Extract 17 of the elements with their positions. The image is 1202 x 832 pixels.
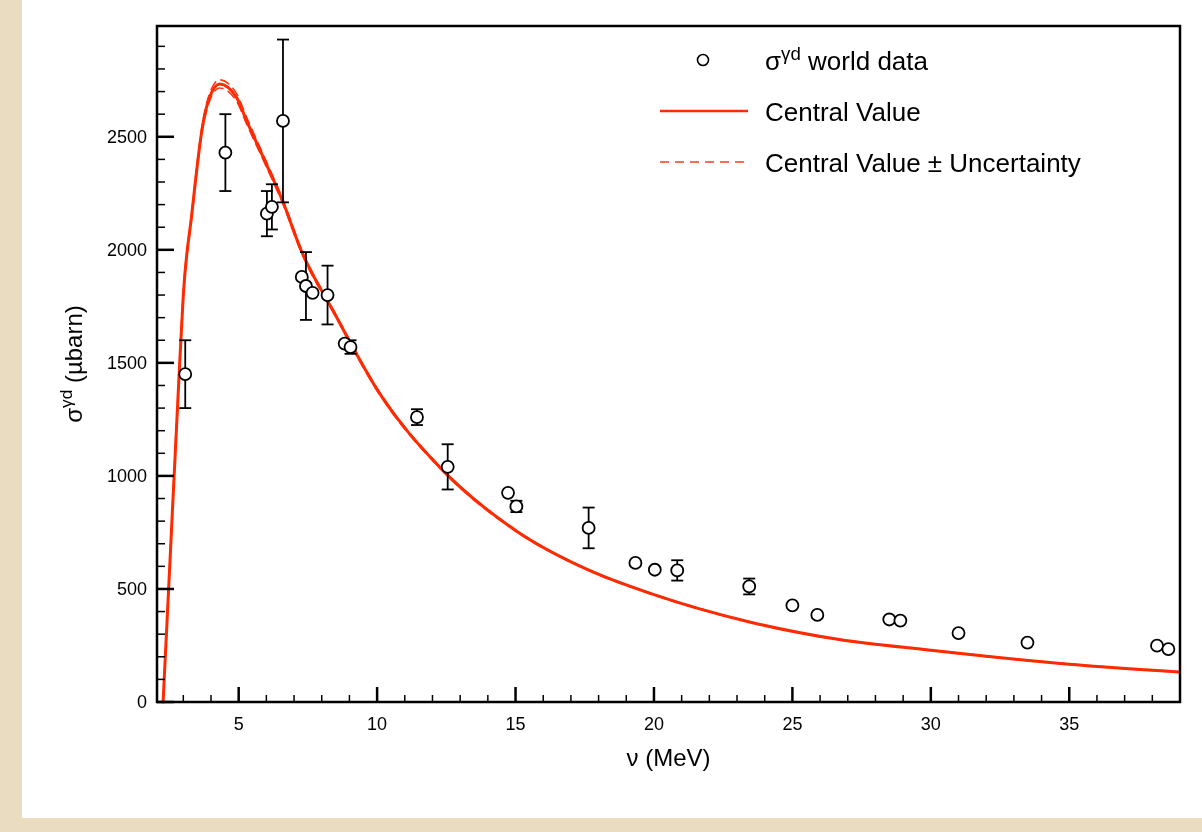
x-tick-label: 25 (782, 714, 803, 734)
y-tick-label: 2000 (106, 239, 147, 260)
x-tick-label: 30 (920, 714, 941, 734)
x-tick-label: 5 (233, 714, 244, 734)
x-axis-title: ν (MeV) (626, 744, 711, 771)
x-tick-label: 35 (1059, 714, 1080, 734)
legend-label: Central Value (765, 97, 921, 127)
legend-label: σ$^{γd}$ world data (765, 42, 929, 76)
legend-label: Central Value ± Uncertainty (765, 148, 1081, 178)
x-tick-label: 15 (505, 714, 526, 734)
y-tick-label: 2500 (106, 126, 147, 147)
y-tick-label: 1500 (106, 352, 147, 373)
y-tick-label: 500 (116, 578, 147, 599)
y-tick-label: 0 (136, 692, 147, 712)
x-tick-label: 10 (367, 714, 388, 734)
x-tick-label: 20 (643, 714, 664, 734)
y-tick-label: 1000 (106, 465, 147, 486)
